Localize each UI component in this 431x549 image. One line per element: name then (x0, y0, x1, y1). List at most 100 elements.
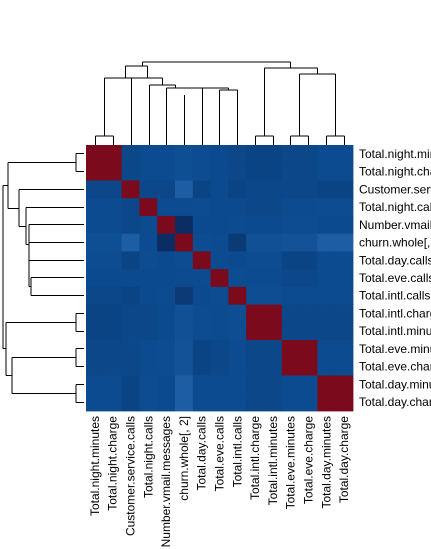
heatmap-cell (86, 251, 105, 270)
heatmap-cell (228, 393, 247, 412)
heatmap-cell (281, 375, 300, 394)
heatmap-cell (139, 198, 158, 217)
heatmap-cell (228, 340, 247, 359)
heatmap-cell (192, 286, 211, 305)
heatmap-cell (121, 145, 140, 164)
heatmap-cell (210, 198, 229, 217)
heatmap-cell (86, 375, 105, 394)
column-tick-label: Total.day.calls (195, 416, 209, 490)
heatmap-cell (299, 198, 318, 217)
column-tick-label: Total.eve.calls (213, 416, 227, 491)
heatmap-cell (299, 357, 318, 376)
heatmap-cell (299, 215, 318, 235)
heatmap-cell (281, 304, 300, 323)
heatmap-cell (86, 233, 105, 252)
heatmap-cell (175, 340, 194, 359)
heatmap-cell (264, 269, 283, 288)
heatmap-cell (281, 198, 300, 217)
heatmap-cell (121, 375, 140, 394)
column-tick-labels: Total.night.minutes Total.night.charge Cus… (88, 416, 351, 548)
heatmap-cell (317, 269, 336, 288)
heatmap-cell (121, 304, 140, 323)
heatmap-cell (103, 375, 122, 394)
row-tick-label: Total.night.charge (359, 165, 431, 179)
heatmap-cell (264, 357, 283, 376)
heatmap-cell (175, 375, 194, 394)
heatmap-cell (175, 145, 194, 164)
heatmap-cell (210, 322, 229, 341)
heatmap-cell (317, 322, 336, 341)
heatmap-cell (192, 304, 211, 323)
heatmap-cell (299, 162, 318, 181)
heatmap-cell (264, 286, 283, 305)
heatmap-cell (192, 357, 211, 376)
column-tick-label: Customer.service.calls (124, 416, 138, 536)
heatmap-cell (317, 375, 336, 394)
heatmap-cell (264, 198, 283, 217)
row-tick-label: Total.intl.charge (359, 307, 431, 321)
heatmap-cell (103, 215, 122, 235)
heatmap-cell (157, 375, 176, 394)
heatmap-cell (228, 286, 247, 305)
heatmap-cell (139, 340, 158, 359)
column-tick-label: Total.intl.charge (248, 416, 262, 500)
heatmap-cell (246, 198, 265, 217)
heatmap-cell (139, 357, 158, 376)
row-tick-label: churn.whole[, 2] (359, 236, 431, 250)
row-tick-label: Total.day.calls (359, 253, 431, 267)
heatmap-cell (335, 233, 354, 252)
heatmap-cell (121, 286, 140, 305)
heatmap-cell (228, 322, 247, 341)
heatmap-cell (192, 375, 211, 394)
heatmap-cell (281, 145, 300, 164)
heatmap-cell (228, 233, 247, 252)
heatmap-cell (246, 286, 265, 305)
heatmap-cell (139, 322, 158, 341)
row-tick-label: Total.day.charge (359, 395, 431, 409)
heatmap-cell (192, 180, 211, 199)
column-tick-label: Total.eve.minutes (284, 416, 298, 509)
heatmap-cell (121, 393, 140, 412)
heatmap-cell (175, 233, 194, 252)
heatmap-cell (86, 145, 105, 164)
heatmap-cell (317, 162, 336, 181)
heatmap-cell (192, 340, 211, 359)
heatmap-cell (121, 269, 140, 288)
heatmap-cell (192, 251, 211, 270)
heatmap-cell (103, 322, 122, 341)
heatmap-cell (299, 322, 318, 341)
heatmap-cell (175, 162, 194, 181)
heatmap-cell (335, 304, 354, 323)
column-tick-label: Total.eve.charge (302, 416, 316, 504)
heatmap-cell (246, 251, 265, 270)
heatmap-cell (264, 322, 283, 341)
heatmap-cell (192, 198, 211, 217)
heatmap-cell (335, 251, 354, 270)
heatmap-cell (228, 269, 247, 288)
heatmap-cell (86, 198, 105, 217)
heatmap-cell (246, 269, 265, 288)
heatmap-cell (175, 357, 194, 376)
heatmap-cell (86, 322, 105, 341)
heatmap-cell (246, 375, 265, 394)
heatmap-cell (103, 304, 122, 323)
heatmap-cell (335, 393, 354, 412)
heatmap-cell (210, 180, 229, 199)
heatmap-cell (246, 393, 265, 412)
heatmap-cell (103, 251, 122, 270)
heatmap-cell (139, 269, 158, 288)
heatmap-cell (121, 162, 140, 181)
heatmap-cell (157, 233, 176, 252)
heatmap-cell (264, 340, 283, 359)
row-tick-label: Total.night.minutes (359, 147, 431, 161)
heatmap-cell (157, 269, 176, 288)
heatmap-cell (299, 393, 318, 412)
heatmap-cell (121, 180, 140, 199)
heatmap-cell (335, 340, 354, 359)
heatmap-cell (192, 215, 211, 235)
heatmap-cell (210, 304, 229, 323)
heatmap-cell (281, 393, 300, 412)
heatmap-cell (335, 198, 354, 217)
heatmap-cells (86, 145, 354, 412)
